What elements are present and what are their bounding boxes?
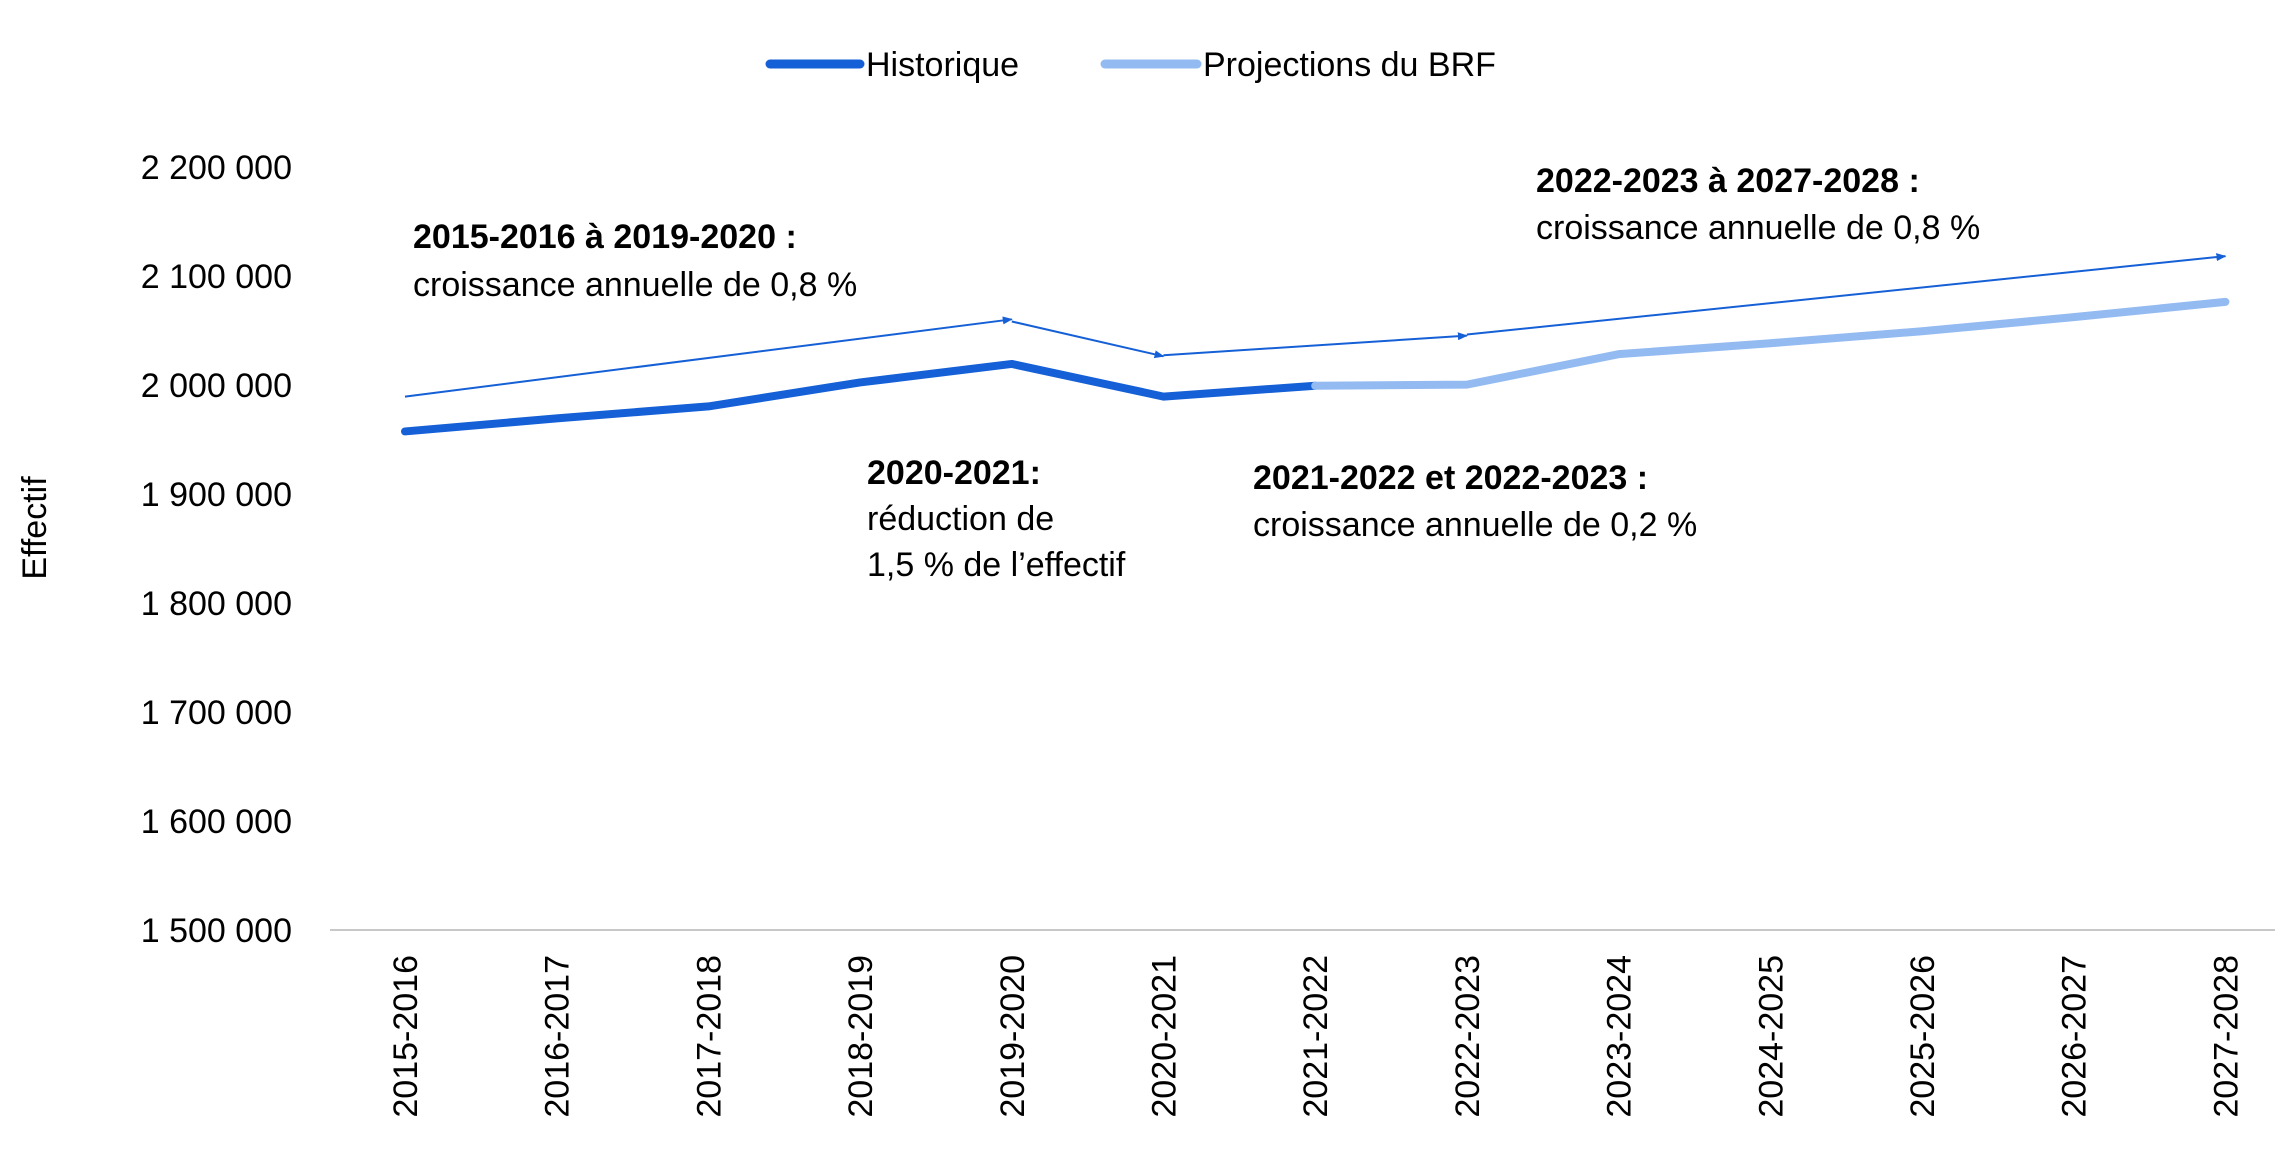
x-tick-label: 2021-2022 (1297, 955, 1335, 1118)
y-tick-label: 2 200 000 (141, 149, 292, 187)
annotation-line: croissance annuelle de 0,8 % (1536, 209, 1980, 247)
annotation-2015-2020: 2015-2016 à 2019-2020 : croissance annue… (413, 218, 857, 304)
annotation-2021-2023: 2021-2022 et 2022-2023 : croissance annu… (1253, 459, 1697, 544)
y-tick-label: 1 800 000 (141, 585, 292, 623)
y-axis: 1 500 000 1 600 000 1 700 000 1 800 000 … (141, 149, 292, 950)
y-tick-label: 1 700 000 (141, 694, 292, 732)
annotation-2020-2021: 2020-2021: réduction de 1,5 % de l’effec… (867, 454, 1126, 584)
y-tick-label: 1 600 000 (141, 803, 292, 841)
legend-label-historique: Historique (866, 46, 1019, 84)
trend-arrow (404, 316, 1013, 398)
annotation-title: 2022-2023 à 2027-2028 : (1536, 162, 1920, 200)
series-line-projections (1311, 297, 2230, 390)
x-tick-label: 2016-2017 (539, 955, 577, 1118)
x-tick-label: 2018-2019 (842, 955, 880, 1118)
x-tick-label: 2017-2018 (690, 955, 728, 1118)
series-lines (401, 297, 2230, 436)
y-tick-label: 2 100 000 (141, 258, 292, 296)
trend-arrow (1163, 332, 1468, 357)
annotations: 2015-2016 à 2019-2020 : croissance annue… (413, 162, 1980, 584)
x-tick-label: 2015-2016 (387, 955, 425, 1118)
y-axis-label: Effectif (16, 476, 54, 580)
legend: Historique Projections du BRF (765, 46, 1496, 84)
annotation-2022-2028: 2022-2023 à 2027-2028 : croissance annue… (1536, 162, 1980, 247)
annotation-title: 2015-2016 à 2019-2020 : (413, 218, 797, 256)
x-tick-label: 2020-2021 (1146, 955, 1184, 1118)
y-tick-label: 2 000 000 (141, 367, 292, 405)
trend-arrow (1466, 253, 2227, 336)
annotation-line: réduction de (867, 500, 1054, 538)
x-tick-label: 2024-2025 (1752, 955, 1790, 1118)
x-axis: 2015-2016 2016-2017 2017-2018 2018-2019 2019… (387, 955, 2245, 1118)
trend-arrow (1011, 320, 1165, 359)
x-tick-label: 2019-2020 (994, 955, 1032, 1118)
annotation-title: 2020-2021: (867, 454, 1041, 492)
series-line-historique (401, 359, 1320, 436)
x-tick-label: 2022-2023 (1449, 955, 1487, 1118)
annotation-line: croissance annuelle de 0,2 % (1253, 506, 1697, 544)
y-tick-label: 1 900 000 (141, 476, 292, 514)
annotation-line: croissance annuelle de 0,8 % (413, 266, 857, 304)
x-tick-label: 2025-2026 (1904, 955, 1942, 1118)
trend-arrows (404, 253, 2227, 398)
x-tick-label: 2026-2027 (2056, 955, 2094, 1118)
legend-label-projections: Projections du BRF (1203, 46, 1496, 84)
annotation-line: 1,5 % de l’effectif (867, 546, 1126, 584)
x-tick-label: 2027-2028 (2207, 955, 2245, 1118)
x-tick-label: 2023-2024 (1601, 955, 1639, 1118)
y-tick-label: 1 500 000 (141, 912, 292, 950)
annotation-title: 2021-2022 et 2022-2023 : (1253, 459, 1648, 497)
